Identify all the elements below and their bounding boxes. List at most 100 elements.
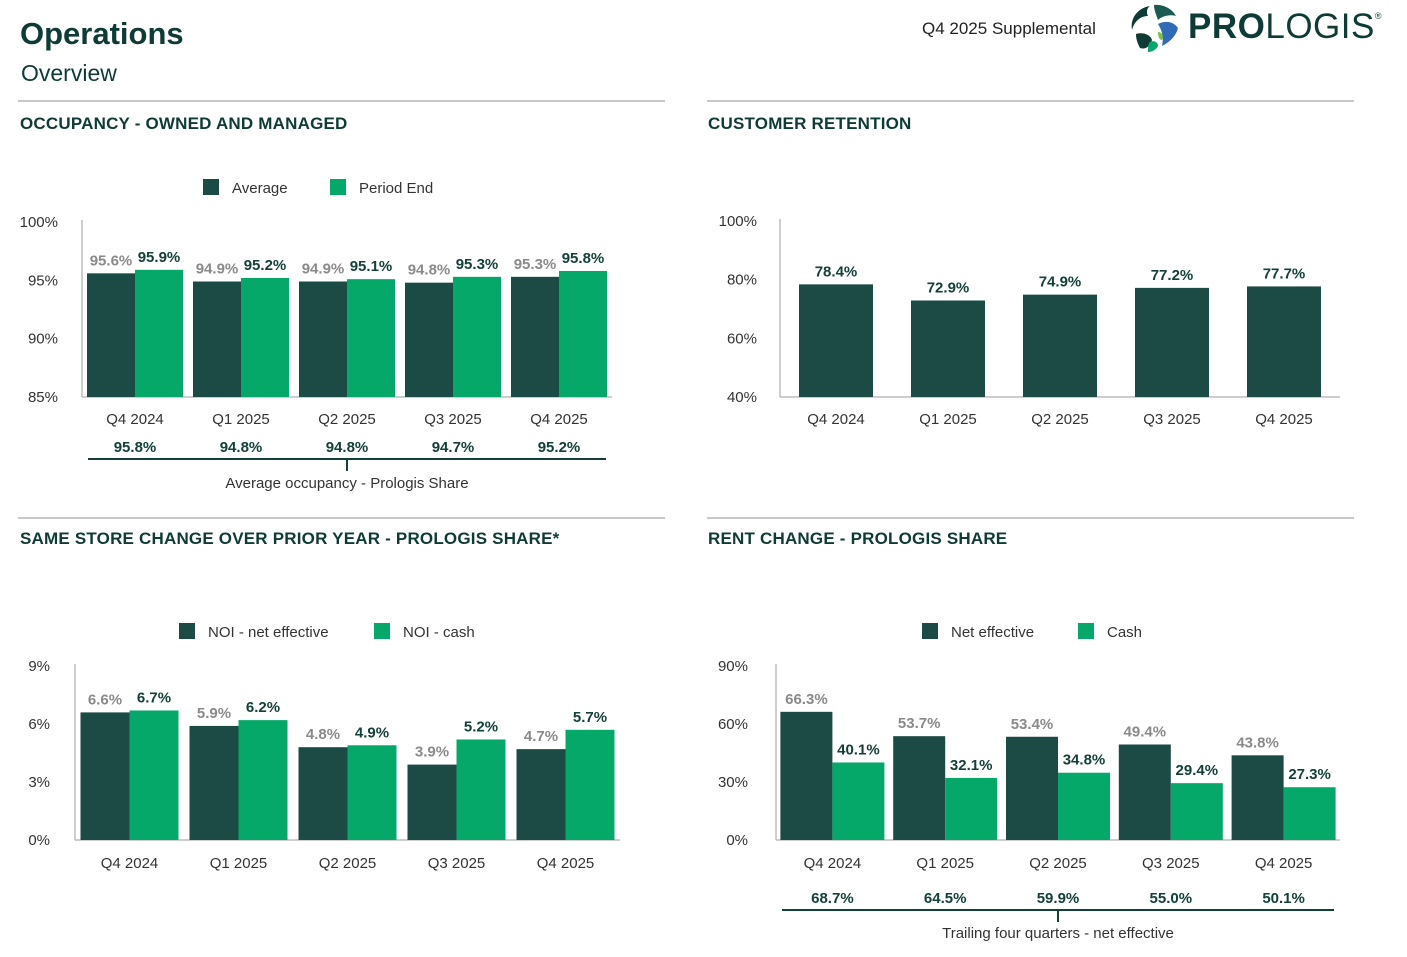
data-label: 4.9%	[355, 724, 389, 741]
data-label: 77.7%	[1263, 265, 1306, 282]
data-label: 5.7%	[573, 709, 607, 726]
y-tick-label: 0%	[28, 832, 50, 849]
occupancy-title: OCCUPANCY - OWNED AND MANAGED	[20, 114, 348, 133]
data-label: 34.8%	[1063, 752, 1106, 769]
footer-value: 50.1%	[1262, 890, 1305, 907]
data-label: 74.9%	[1039, 274, 1082, 291]
bar-series2	[238, 720, 288, 840]
retention-chart: 40% 60% 80% 100% 78.4% Q4 2024 72.9% Q1 2025 74.…	[719, 213, 1340, 428]
x-tick-label: Q3 2025	[1142, 855, 1200, 872]
y-tick-label: 60%	[718, 716, 748, 733]
x-tick-label: Q1 2025	[919, 411, 977, 428]
legend-swatch-0	[179, 623, 195, 639]
y-tick-label: 90%	[28, 331, 58, 348]
y-tick-label: 6%	[28, 716, 50, 733]
y-tick-label: 95%	[28, 272, 58, 289]
footer-value: 55.0%	[1150, 890, 1193, 907]
footer-label: Trailing four quarters - net effective	[942, 925, 1174, 942]
data-label: 6.2%	[246, 699, 280, 716]
bar-series2	[565, 729, 615, 840]
bar-series1	[1118, 744, 1171, 840]
bar-series1	[298, 747, 348, 840]
page-title: Operations	[20, 16, 184, 51]
x-tick-label: Q2 2025	[318, 411, 376, 428]
x-tick-label: Q4 2024	[106, 411, 164, 428]
x-tick-label: Q1 2025	[212, 411, 270, 428]
x-tick-label: Q4 2025	[1255, 411, 1313, 428]
bar-series1	[511, 276, 559, 397]
legend-label-0: Net effective	[951, 624, 1034, 641]
data-label: 95.3%	[514, 256, 557, 273]
data-label: 95.3%	[456, 256, 499, 273]
x-tick-label: Q4 2024	[804, 855, 862, 872]
bar-series1	[1231, 755, 1284, 840]
footer-value: 95.2%	[538, 439, 581, 456]
rule-retention	[707, 100, 1354, 102]
bar-series1	[80, 712, 130, 840]
y-tick-label: 9%	[28, 658, 50, 675]
same-store-title: SAME STORE CHANGE OVER PRIOR YEAR - PROL…	[20, 529, 560, 548]
y-tick-label: 85%	[28, 389, 58, 406]
data-label: 95.9%	[138, 249, 181, 266]
y-tick-label: 100%	[20, 214, 58, 231]
data-label: 78.4%	[815, 263, 858, 280]
data-label: 6.7%	[137, 689, 171, 706]
bar-series2	[456, 739, 506, 840]
data-label: 32.1%	[950, 757, 993, 774]
y-tick-label: 80%	[727, 272, 757, 289]
x-tick-label: Q3 2025	[424, 411, 482, 428]
bar-series2	[453, 276, 501, 397]
legend-swatch-1	[374, 623, 390, 639]
y-tick-label: 100%	[719, 213, 757, 230]
bar-series2	[832, 762, 885, 840]
bar-series1	[299, 281, 347, 397]
rent-change-title: RENT CHANGE - PROLOGIS SHARE	[708, 529, 1008, 548]
bar-series1	[1247, 286, 1321, 397]
bar-series1	[1135, 287, 1209, 397]
data-label: 77.2%	[1151, 267, 1194, 284]
logo-wordmark-rest: LOGIS	[1265, 7, 1375, 46]
bar-series1	[893, 736, 946, 840]
data-label: 72.9%	[927, 279, 970, 296]
footer-value: 94.7%	[432, 439, 475, 456]
logo-wordmark: PROLOGIS®	[1188, 7, 1382, 46]
footer-value: 95.8%	[114, 439, 157, 456]
globe-icon	[1131, 4, 1178, 52]
footer-value: 68.7%	[811, 890, 854, 907]
data-label: 66.3%	[785, 691, 828, 708]
data-label: 94.9%	[196, 261, 239, 278]
x-tick-label: Q4 2024	[101, 855, 159, 872]
x-tick-label: Q3 2025	[428, 855, 486, 872]
data-label: 40.1%	[837, 741, 880, 758]
supplemental-label: Q4 2025 Supplemental	[922, 19, 1096, 38]
x-tick-label: Q2 2025	[1029, 855, 1087, 872]
data-label: 53.7%	[898, 715, 941, 732]
bar-series2	[945, 777, 998, 840]
legend-label-1: NOI - cash	[403, 624, 475, 641]
data-label: 43.8%	[1236, 734, 1279, 751]
bar-series1	[407, 764, 457, 840]
y-tick-label: 0%	[726, 832, 748, 849]
bar-series1	[1006, 736, 1058, 840]
same-store-chart: NOI - net effective NOI - cash 0% 3% 6% 9% 6.6…	[28, 623, 620, 872]
bar-series1	[799, 284, 873, 397]
legend-label-0: NOI - net effective	[208, 624, 329, 641]
footer-value: 64.5%	[924, 890, 967, 907]
data-label: 29.4%	[1176, 762, 1219, 779]
page-subtitle: Overview	[21, 60, 117, 86]
prologis-logo: PROLOGIS®	[1128, 2, 1393, 54]
bar-series2	[347, 279, 395, 397]
footer-value: 94.8%	[220, 439, 263, 456]
x-tick-label: Q4 2025	[537, 855, 595, 872]
bar-series2	[241, 278, 289, 397]
footer-label: Average occupancy - Prologis Share	[225, 475, 468, 492]
data-label: 94.9%	[302, 261, 345, 278]
x-tick-label: Q3 2025	[1143, 411, 1201, 428]
bar-series2	[129, 710, 179, 840]
x-tick-label: Q1 2025	[916, 855, 974, 872]
data-label: 95.2%	[244, 257, 287, 274]
data-label: 95.8%	[562, 250, 605, 267]
data-label: 49.4%	[1124, 723, 1167, 740]
data-label: 6.6%	[88, 691, 122, 708]
x-tick-label: Q1 2025	[210, 855, 268, 872]
